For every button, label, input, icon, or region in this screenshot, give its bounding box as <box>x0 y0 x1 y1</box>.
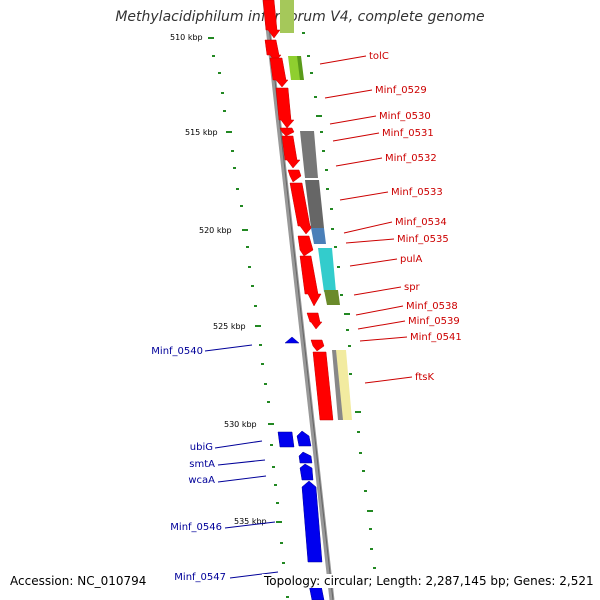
forward-gene[interactable] <box>279 127 295 137</box>
gene-label[interactable]: ubiG <box>190 442 213 453</box>
forward-gene[interactable] <box>262 0 281 39</box>
kbp-tick-label: 535 kbp <box>234 517 267 526</box>
map-title: Methylacidiphilum infernorum V4, complet… <box>115 9 485 25</box>
forward-gene[interactable] <box>275 87 295 129</box>
gene-label[interactable]: Minf_0533 <box>391 187 443 198</box>
kbp-ticks: 510 kbp 515 kbp 520 kbp 525 kbp 530 kbp … <box>170 33 267 526</box>
reverse-gene[interactable] <box>299 463 314 481</box>
gene-label[interactable]: Minf_0535 <box>397 234 449 245</box>
gene-label[interactable]: Minf_0538 <box>406 301 458 312</box>
forward-gene[interactable] <box>289 182 314 235</box>
gene-label[interactable]: ftsK <box>415 372 434 383</box>
forward-genes[interactable] <box>262 0 334 421</box>
kbp-tick-label: 520 kbp <box>199 226 232 235</box>
reverse-gene[interactable] <box>284 336 300 344</box>
gene-label[interactable]: wcaA <box>188 475 215 486</box>
gene-label[interactable]: Minf_0540 <box>151 346 203 357</box>
forward-gene[interactable] <box>297 235 314 257</box>
gene-label[interactable]: Minf_0546 <box>170 522 222 533</box>
reverse-gene-labels: Minf_0540 ubiG smtA wcaA Minf_0546 Minf_… <box>151 346 226 583</box>
kbp-tick-label: 515 kbp <box>185 128 218 137</box>
kbp-tick-label: 525 kbp <box>213 322 246 331</box>
forward-gene[interactable] <box>299 255 322 307</box>
topology-text: Topology: circular; Length: 2,287,145 bp… <box>262 574 596 588</box>
forward-gene[interactable] <box>312 351 334 421</box>
reverse-gene[interactable] <box>277 431 295 448</box>
kbp-tick-label: 510 kbp <box>170 33 203 42</box>
forward-gene[interactable] <box>287 169 302 183</box>
gene-label[interactable]: Minf_0531 <box>382 128 434 139</box>
reverse-label-leaders <box>204 344 279 579</box>
gene-label[interactable]: Minf_0541 <box>410 332 462 343</box>
gene-label[interactable]: Minf_0532 <box>385 153 437 164</box>
genome-backbone <box>262 0 335 600</box>
gene-label[interactable]: pulA <box>400 254 422 265</box>
forward-gene[interactable] <box>306 312 323 330</box>
gene-label[interactable]: tolC <box>369 51 389 62</box>
gene-label[interactable]: Minf_0547 <box>174 572 226 583</box>
gene-label[interactable]: Minf_0530 <box>379 111 431 122</box>
reverse-gene[interactable] <box>296 430 312 447</box>
gene-label[interactable]: Minf_0534 <box>395 217 447 228</box>
reverse-gene[interactable] <box>298 451 313 464</box>
gene-label[interactable]: Minf_0529 <box>375 85 427 96</box>
gene-label[interactable]: smtA <box>189 459 215 470</box>
category-blocks <box>280 0 352 420</box>
forward-label-leaders <box>319 55 413 384</box>
kbp-tick-label: 530 kbp <box>224 420 257 429</box>
forward-gene[interactable] <box>269 57 289 88</box>
gene-label[interactable]: spr <box>404 282 421 293</box>
reverse-genes[interactable] <box>277 336 325 600</box>
gc-skew-dots-inner <box>302 32 376 569</box>
forward-gene[interactable] <box>281 135 301 169</box>
gene-label[interactable]: Minf_0539 <box>408 316 460 327</box>
reverse-gene[interactable] <box>301 480 323 563</box>
forward-gene-labels: tolC Minf_0529 Minf_0530 Minf_0531 Minf_… <box>369 51 462 383</box>
accession-text: Accession: NC_010794 <box>10 574 147 588</box>
forward-gene[interactable] <box>310 339 325 352</box>
